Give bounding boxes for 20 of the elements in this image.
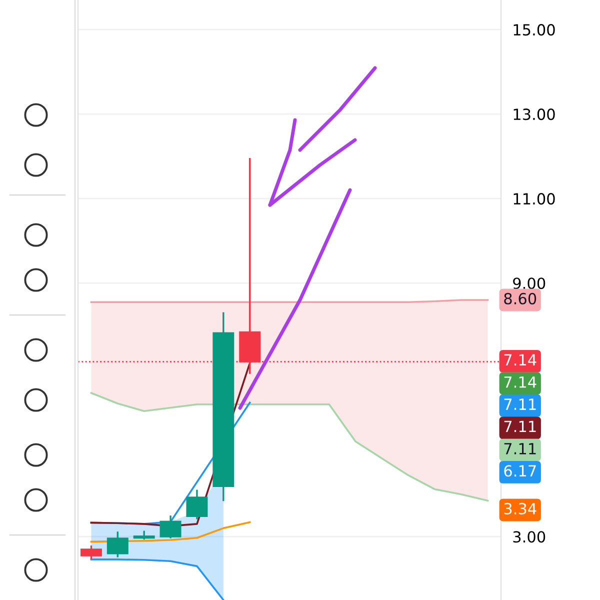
text: 3.34 [504,502,536,514]
line-series [90,521,251,543]
y-tick-label: 13.00 [514,108,555,120]
candlestick [106,532,128,558]
text: 7.11 [504,398,536,410]
text: 7.14 [504,354,536,366]
y-tick-label: 3.00 [513,531,546,543]
y-tick-label: 11.00 [514,193,555,205]
y-tick-label: 9.00 [513,278,546,290]
line-series [90,558,224,600]
candlestick [186,490,208,520]
line-series [90,392,489,502]
candlestick [160,516,182,538]
text: 7.11 [504,443,536,454]
text: 6.17 [504,465,536,477]
text: 8.60 [504,292,536,304]
y-tick-label: 15.00 [514,24,555,36]
candlestick [80,546,102,560]
text: 7.11 [504,420,536,432]
text: 7.14 [504,376,536,388]
